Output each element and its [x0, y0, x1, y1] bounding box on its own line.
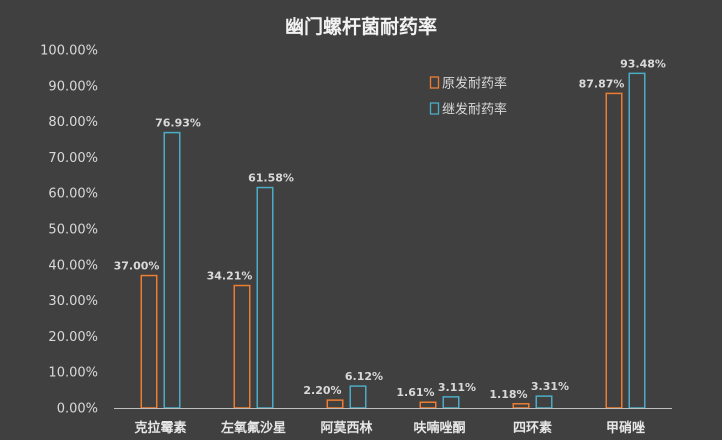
data-label: 6.12%	[345, 370, 383, 383]
data-label: 76.93%	[155, 117, 201, 130]
legend-label: 继发耐药率	[442, 102, 507, 118]
data-labels: 37.00% 34.21% 2.20% 1.61% 1.18% 87.87% 76.93% 6…	[114, 57, 666, 400]
y-tick-label: 0.00%	[57, 402, 98, 417]
y-tick-label: 80.00%	[48, 115, 98, 130]
bar-secondary	[349, 385, 367, 409]
y-tick-label: 50.00%	[48, 223, 98, 238]
x-tick-label: 左氧氟沙星	[221, 420, 286, 436]
bar-primary	[326, 399, 344, 409]
bar-primary	[140, 274, 158, 409]
data-label: 37.00%	[114, 260, 160, 273]
legend-swatch	[429, 102, 440, 115]
data-label: 93.48%	[620, 57, 666, 70]
y-tick-label: 40.00%	[48, 258, 98, 273]
data-label: 87.87%	[579, 77, 625, 90]
x-tick-label: 四环素	[513, 420, 552, 436]
y-tick-label: 30.00%	[48, 294, 98, 309]
data-label: 3.31%	[531, 380, 569, 393]
bar-secondary	[535, 395, 553, 409]
x-tick-label: 阿莫西林	[320, 420, 372, 436]
y-tick-label: 10.00%	[48, 366, 98, 381]
chart-title: 幽门螺杆菌耐药率	[285, 15, 437, 38]
y-tick-label: 70.00%	[48, 151, 98, 166]
bar-primary	[233, 284, 251, 409]
bar-secondary	[442, 396, 460, 409]
y-tick-label: 60.00%	[48, 187, 98, 202]
y-tick-label: 20.00%	[48, 330, 98, 345]
x-tick-label: 呋喃唑酮	[413, 420, 465, 436]
legend-label: 原发耐药率	[442, 76, 507, 92]
bar-secondary	[256, 186, 274, 409]
bar-primary	[419, 401, 437, 409]
data-label: 34.21%	[207, 270, 253, 283]
y-tick-label: 100.00%	[40, 44, 98, 59]
data-label: 3.11%	[438, 381, 476, 394]
x-tick-label: 甲硝唑	[606, 420, 645, 436]
bar-secondary	[163, 131, 181, 409]
bar-primary	[512, 403, 530, 409]
x-axis: 克拉霉素 左氧氟沙星 阿莫西林 呋喃唑酮 四环素 甲硝唑	[114, 408, 672, 436]
bar-secondary	[628, 72, 646, 409]
data-label: 1.61%	[396, 386, 434, 399]
legend-swatch	[429, 76, 440, 89]
x-tick-label: 克拉霉素	[134, 420, 186, 436]
data-label: 1.18%	[489, 388, 527, 401]
bars	[140, 72, 646, 409]
y-axis: 0.00% 10.00% 20.00% 30.00% 40.00% 50.00% 60.00…	[40, 44, 98, 417]
y-tick-label: 90.00%	[48, 79, 98, 94]
data-label: 61.58%	[248, 172, 294, 185]
bar-primary	[605, 92, 623, 409]
data-label: 2.20%	[303, 384, 341, 397]
